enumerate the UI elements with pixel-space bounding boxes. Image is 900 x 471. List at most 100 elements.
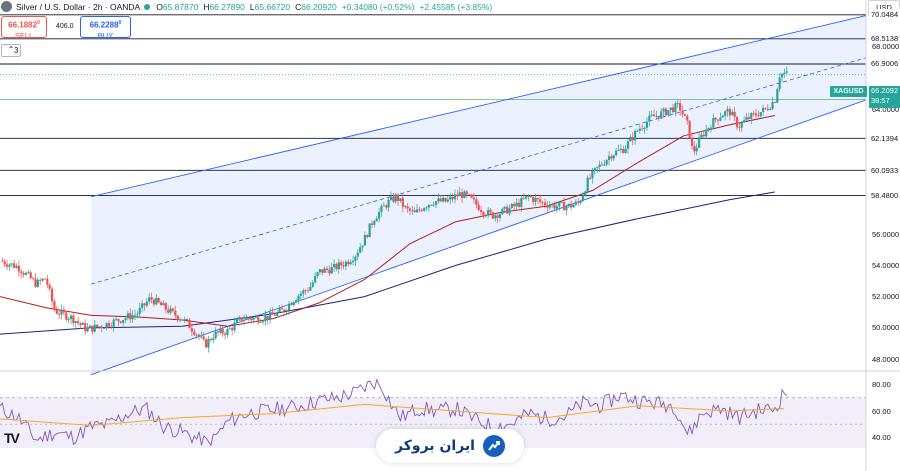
level-tag: 66.9006 bbox=[869, 58, 900, 70]
candle-body bbox=[565, 206, 568, 211]
close-value: 66.20920 bbox=[301, 1, 337, 12]
candle-body bbox=[442, 197, 445, 202]
candle-body bbox=[285, 310, 288, 312]
candle-body bbox=[465, 191, 468, 195]
candle-body bbox=[726, 109, 729, 112]
candle-body bbox=[159, 302, 163, 306]
candle-body bbox=[231, 328, 234, 331]
candle-body bbox=[769, 108, 772, 110]
candle-body bbox=[363, 235, 367, 246]
candle-body bbox=[482, 211, 485, 216]
indicator-count[interactable]: 3 bbox=[14, 46, 19, 55]
broker-watermark: ایران بروکر bbox=[376, 429, 524, 463]
candle-body bbox=[472, 197, 476, 200]
candle-body bbox=[785, 71, 788, 73]
candle-body bbox=[93, 324, 96, 332]
y-tick-label: 68.0000 bbox=[872, 42, 900, 52]
candle-body bbox=[778, 77, 781, 90]
candle-body bbox=[643, 127, 646, 129]
candle-body bbox=[361, 245, 364, 248]
candle-body bbox=[351, 260, 355, 263]
chart-title[interactable]: Silver / U.S. Dollar · 2h · OANDA bbox=[16, 1, 141, 12]
candle-body bbox=[553, 204, 556, 209]
candle-body bbox=[183, 318, 186, 321]
candle-body bbox=[702, 134, 705, 137]
low-label: L bbox=[249, 1, 255, 12]
candle-body bbox=[344, 261, 348, 267]
ma-fast-line bbox=[0, 115, 775, 327]
candle-body bbox=[65, 312, 68, 320]
candle-body bbox=[676, 103, 679, 104]
high-label: H bbox=[203, 1, 210, 12]
candle-body bbox=[780, 73, 784, 78]
level-tag: 70.0484 bbox=[869, 9, 900, 21]
candle-body bbox=[622, 148, 625, 153]
candle-body bbox=[607, 156, 611, 161]
candle-body bbox=[494, 215, 497, 219]
candle-body bbox=[316, 272, 319, 276]
candle-body bbox=[394, 194, 397, 202]
candle-body bbox=[207, 339, 210, 348]
candle-body bbox=[681, 110, 684, 115]
tradingview-logo[interactable]: TV bbox=[4, 430, 20, 446]
candle-body bbox=[325, 268, 329, 270]
candle-body bbox=[427, 204, 430, 208]
candle-body bbox=[171, 308, 175, 311]
candle-body bbox=[48, 284, 51, 289]
y-tick-label: 50.0000 bbox=[872, 323, 900, 333]
candle-body bbox=[648, 115, 651, 122]
candle-body bbox=[228, 328, 231, 330]
candle-body bbox=[167, 309, 170, 313]
candle-body bbox=[503, 206, 506, 209]
candle-body bbox=[771, 102, 774, 109]
candle-body bbox=[202, 336, 205, 340]
candle-body bbox=[3, 261, 6, 265]
buy-button[interactable]: 66.22880 BUY bbox=[80, 16, 131, 40]
candle-body bbox=[434, 201, 438, 205]
candle-body bbox=[617, 149, 620, 151]
candle-body bbox=[176, 315, 179, 320]
candle-body bbox=[212, 338, 215, 341]
candle-body bbox=[359, 247, 362, 253]
candle-body bbox=[318, 269, 321, 273]
candle-body bbox=[449, 196, 452, 200]
candle-body bbox=[513, 203, 516, 207]
candle-body bbox=[72, 315, 75, 324]
candle-body bbox=[645, 121, 649, 128]
candle-body bbox=[761, 107, 765, 113]
candle-body bbox=[460, 192, 464, 198]
candle-body bbox=[34, 278, 37, 287]
candle-body bbox=[155, 298, 158, 305]
candle-body bbox=[91, 325, 94, 332]
candle-body bbox=[657, 115, 660, 119]
candle-body bbox=[470, 194, 473, 198]
candle-body bbox=[600, 164, 604, 166]
candle-body bbox=[242, 319, 246, 321]
candle-body bbox=[280, 308, 284, 310]
candle-body bbox=[181, 319, 184, 321]
sell-button[interactable]: 66.18820 SELL bbox=[1, 16, 47, 40]
candle-body bbox=[119, 321, 122, 323]
candle-body bbox=[586, 177, 589, 192]
candle-body bbox=[197, 334, 201, 337]
candle-body bbox=[475, 199, 478, 205]
candle-body bbox=[773, 102, 777, 103]
chevron-up-icon[interactable]: ⌃ bbox=[1, 44, 21, 57]
candle-body bbox=[112, 319, 115, 327]
candlestick-series bbox=[1, 66, 788, 353]
candle-body bbox=[27, 272, 30, 274]
candle-body bbox=[671, 107, 675, 113]
candle-body bbox=[148, 297, 151, 302]
candle-body bbox=[458, 192, 461, 197]
candle-body bbox=[354, 256, 357, 261]
candle-body bbox=[190, 328, 193, 332]
candle-body bbox=[707, 127, 710, 130]
candle-body bbox=[411, 210, 414, 212]
candle-body bbox=[79, 323, 82, 325]
candle-body bbox=[598, 164, 601, 168]
level-tag: 58.4800 bbox=[869, 189, 900, 201]
candle-body bbox=[29, 272, 32, 279]
current-price: 66.2092 bbox=[871, 86, 899, 95]
candle-body bbox=[705, 129, 708, 137]
